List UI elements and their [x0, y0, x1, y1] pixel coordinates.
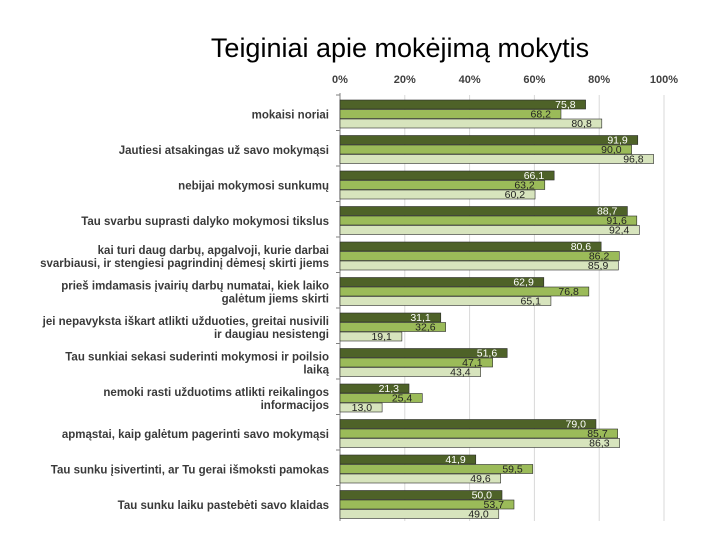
bar — [339, 438, 620, 448]
data-label: 92,4 — [609, 225, 630, 237]
bar — [339, 251, 620, 261]
data-label: 19,1 — [371, 331, 392, 343]
data-label: 50,0 — [472, 490, 493, 502]
bar — [339, 135, 639, 145]
bar — [339, 322, 446, 332]
bar — [339, 225, 640, 235]
bar — [339, 296, 552, 306]
data-label: 31,1 — [410, 312, 431, 324]
bar — [339, 464, 534, 474]
data-label: 80,6 — [571, 241, 592, 253]
data-label: 41,9 — [445, 454, 466, 466]
data-label: 13,0 — [352, 402, 373, 414]
data-label: 76,8 — [558, 286, 579, 298]
bar — [339, 312, 442, 323]
x-tick-label: 0% — [332, 74, 348, 86]
x-tick-label: 60% — [523, 74, 545, 86]
x-tick-label: 100% — [650, 74, 678, 86]
data-label: 32,6 — [415, 322, 436, 334]
category-label: Tau sunku laiku pastebėti savo klaidas — [118, 500, 329, 512]
data-label: 79,0 — [566, 419, 587, 431]
data-label: 86,3 — [589, 438, 610, 450]
bar — [339, 154, 654, 164]
category-label: laiką — [303, 364, 329, 376]
category-label: jei nepavyksta iškart atlikti užduoties,… — [42, 316, 329, 328]
data-label: 85,7 — [587, 428, 608, 440]
category-label: apmąstai, kaip galėtum pagerinti savo mo… — [62, 429, 329, 441]
data-label: 60,2 — [505, 189, 526, 201]
category-label: informacijos — [261, 400, 329, 412]
x-tick-label: 20% — [394, 74, 416, 86]
bar — [339, 509, 500, 519]
bar — [339, 419, 597, 429]
bar — [339, 109, 562, 119]
category-label: nebijai mokymosi sunkumų — [178, 180, 329, 192]
category-label: Jautiesi atsakingas už savo mokymąsi — [119, 145, 329, 157]
bar — [339, 490, 503, 500]
data-label: 25,4 — [392, 393, 413, 405]
bar — [339, 286, 590, 297]
bar — [339, 357, 493, 368]
category-label: svarbiausi, ir stengiesi pagrindinį dėme… — [40, 258, 329, 270]
bar — [339, 260, 619, 271]
bar — [339, 277, 545, 287]
data-label: 59,5 — [502, 464, 523, 476]
bar — [339, 189, 536, 200]
data-label: 53,7 — [484, 499, 505, 511]
data-label: 21,3 — [379, 383, 400, 395]
data-label: 43,4 — [450, 367, 471, 379]
data-label: 47,1 — [462, 357, 483, 369]
bar — [339, 367, 481, 377]
category-label: ir daugiau nesistengi — [214, 329, 329, 341]
data-label: 65,1 — [520, 296, 541, 308]
category-label: kai turi daug darbų, apgalvoji, kurie da… — [98, 245, 329, 257]
bar — [339, 383, 410, 394]
category-label: nemoki rasti užduotims atlikti reikaling… — [103, 387, 329, 399]
data-label: 49,0 — [468, 509, 489, 521]
data-label: 91,6 — [606, 215, 627, 227]
bar — [339, 99, 586, 110]
page-title: Teiginiai apie mokėjimą mokytis — [210, 33, 590, 63]
bar — [339, 402, 383, 413]
bar — [339, 215, 638, 226]
category-label: Tau sunku įsivertinti, ar Tu gerai išmok… — [51, 464, 329, 476]
bar — [339, 170, 555, 181]
data-label: 91,9 — [607, 135, 628, 147]
category-label: Tau sunkiai sekasi suderinti mokymosi ir… — [65, 351, 329, 363]
bar — [339, 348, 508, 358]
data-label: 88,7 — [597, 206, 618, 218]
bar — [339, 473, 502, 484]
category-label: galėtum jiems skirti — [222, 293, 329, 305]
data-label: 62,9 — [513, 277, 534, 289]
bar — [339, 499, 515, 510]
x-tick-label: 80% — [588, 74, 610, 86]
bar — [339, 144, 632, 155]
category-label: mokaisi noriai — [252, 109, 329, 121]
bar — [339, 428, 618, 439]
bar — [339, 393, 423, 403]
data-label: 80,8 — [571, 118, 592, 130]
data-label: 96,8 — [623, 154, 644, 166]
bar — [339, 180, 546, 190]
bar — [339, 454, 477, 465]
x-tick-label: 40% — [459, 74, 481, 86]
bar — [339, 241, 602, 252]
data-label: 63,2 — [514, 180, 535, 192]
category-label: Tau svarbu suprasti dalyko mokymosi tiks… — [81, 216, 329, 228]
bar — [339, 206, 628, 216]
data-label: 51,6 — [477, 348, 498, 360]
data-label: 49,6 — [470, 473, 491, 485]
data-label: 66,1 — [524, 170, 545, 182]
bar — [339, 331, 403, 342]
category-label: prieš imdamasis įvairių darbų numatai, k… — [61, 280, 329, 292]
data-label: 86,2 — [589, 251, 610, 263]
data-label: 90,0 — [601, 144, 622, 156]
data-label: 68,2 — [531, 109, 552, 121]
data-label: 75,8 — [555, 99, 576, 111]
bar — [339, 118, 603, 129]
data-label: 85,9 — [588, 260, 609, 272]
